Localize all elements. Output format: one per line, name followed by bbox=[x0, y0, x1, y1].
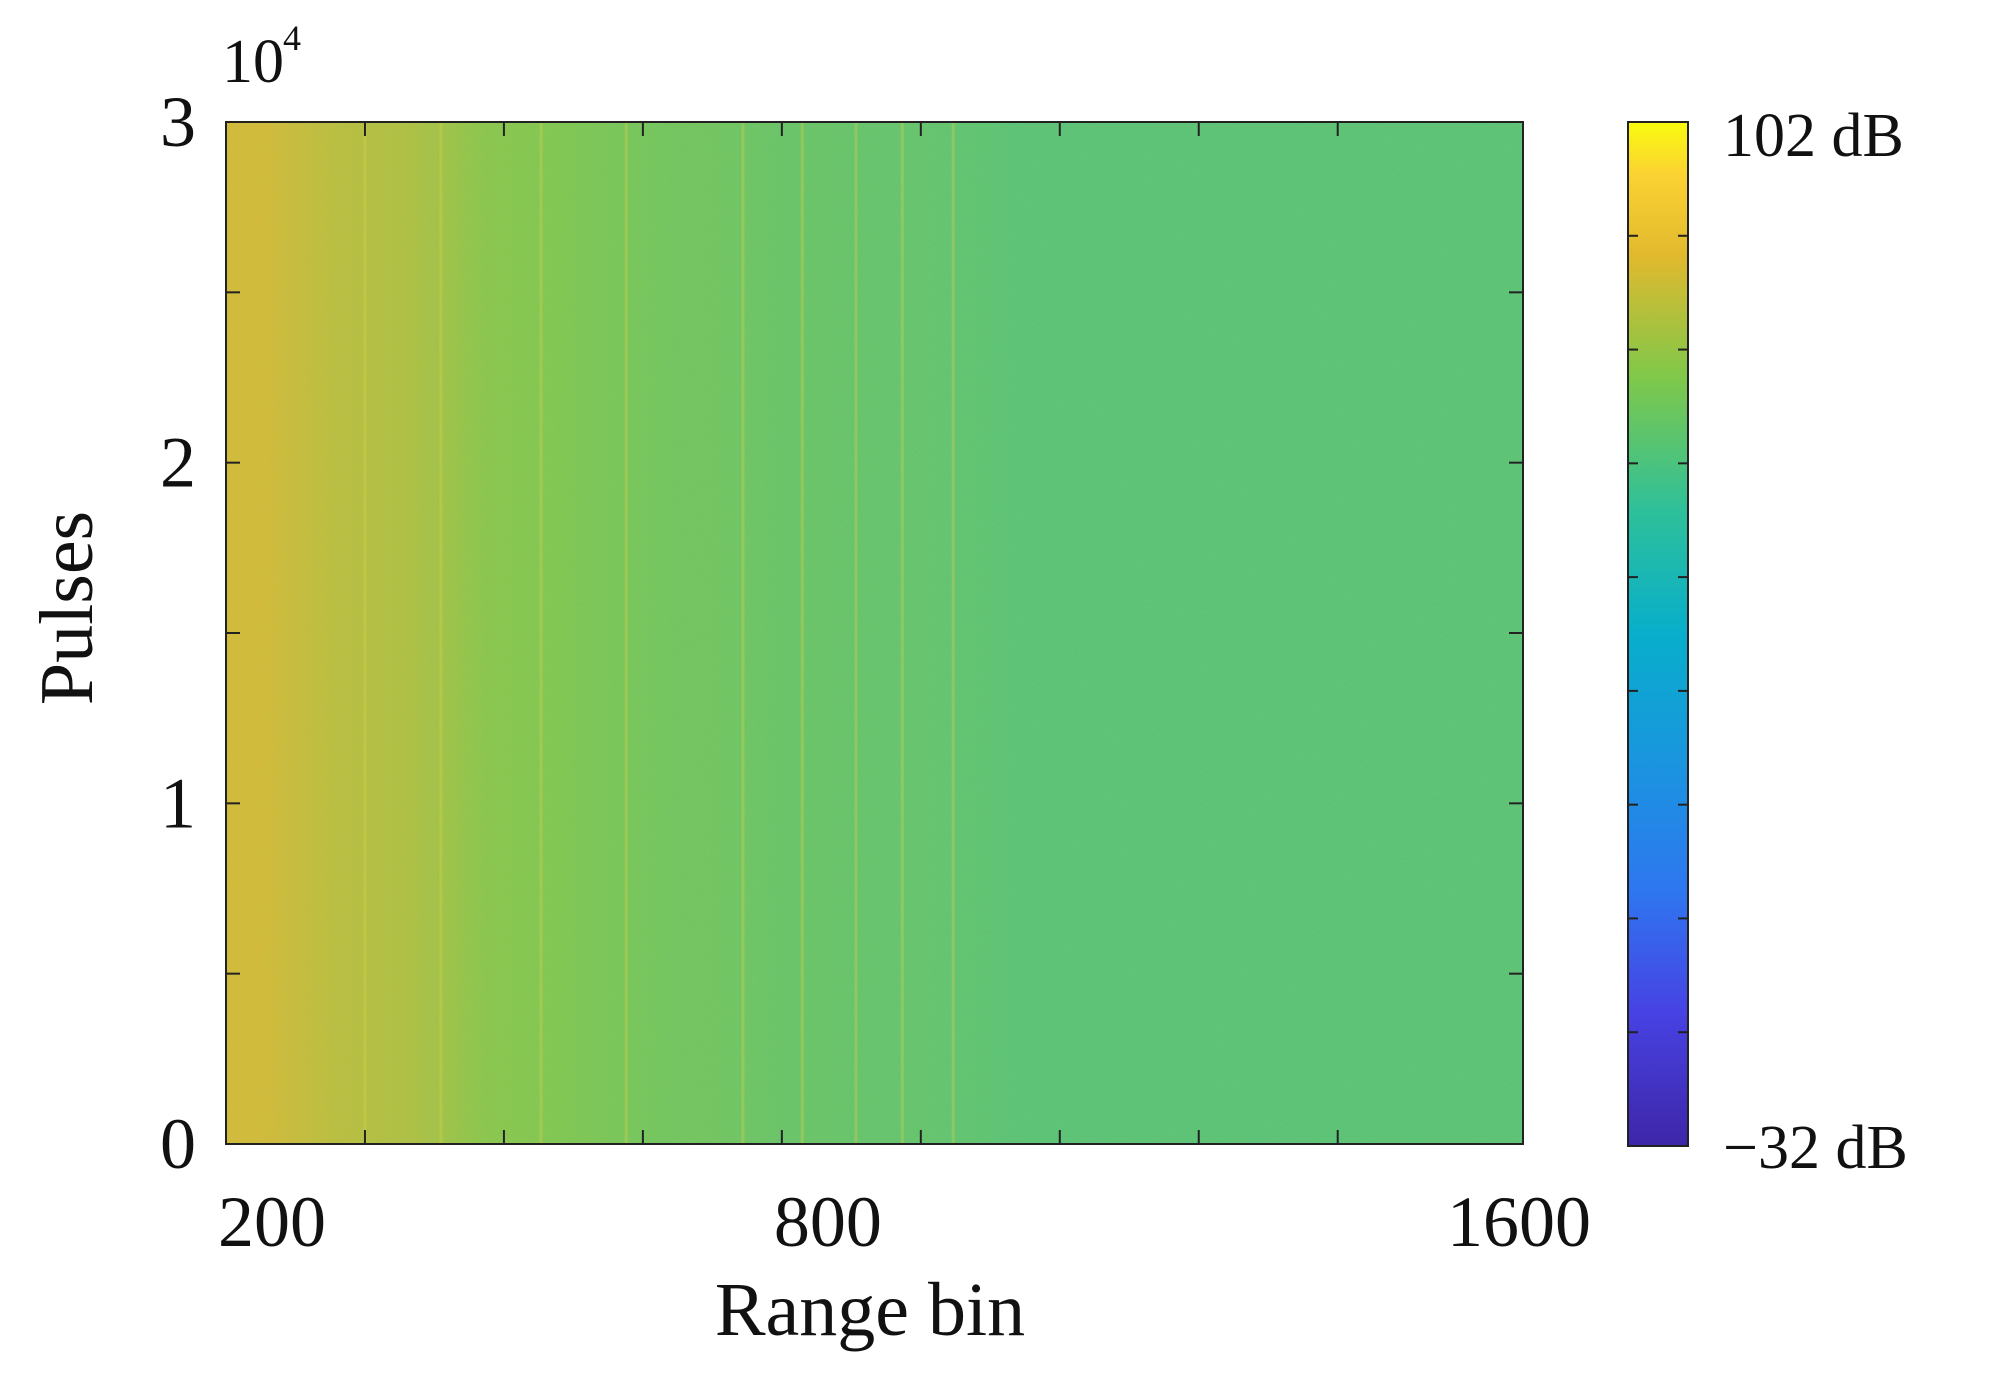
y-tick-label-1: 1 bbox=[160, 763, 196, 843]
axis-ticks bbox=[225, 121, 1524, 1145]
x-tick-labels: 200 800 1600 bbox=[218, 1182, 1591, 1262]
colorbar-gradient bbox=[1627, 121, 1689, 1147]
y-exponent-base: 10 bbox=[222, 28, 284, 96]
colorbar-max-label: 102 dB bbox=[1723, 102, 1904, 170]
colorbar: 102 dB −32 dB bbox=[1627, 102, 1908, 1182]
colorbar-ticks bbox=[1628, 121, 1688, 1147]
x-axis-label: Range bin bbox=[715, 1268, 1025, 1352]
y-tick-labels: 0 1 2 3 bbox=[160, 82, 196, 1184]
y-tick-label-2: 2 bbox=[160, 423, 196, 503]
x-tick-label-0: 200 bbox=[218, 1182, 326, 1262]
heatmap-noise-overlay bbox=[226, 122, 1523, 1144]
y-exponent-power: 4 bbox=[283, 18, 301, 58]
x-tick-label-2: 1600 bbox=[1447, 1182, 1591, 1262]
x-tick-label-1: 800 bbox=[774, 1182, 882, 1262]
colorbar-min-label: −32 dB bbox=[1723, 1114, 1908, 1182]
heatmap-plot bbox=[225, 121, 1524, 1145]
range-streaks bbox=[363, 122, 955, 1144]
y-tick-label-3: 3 bbox=[160, 82, 196, 162]
y-tick-label-0: 0 bbox=[160, 1104, 196, 1184]
y-axis-label: Pulses bbox=[25, 511, 109, 705]
